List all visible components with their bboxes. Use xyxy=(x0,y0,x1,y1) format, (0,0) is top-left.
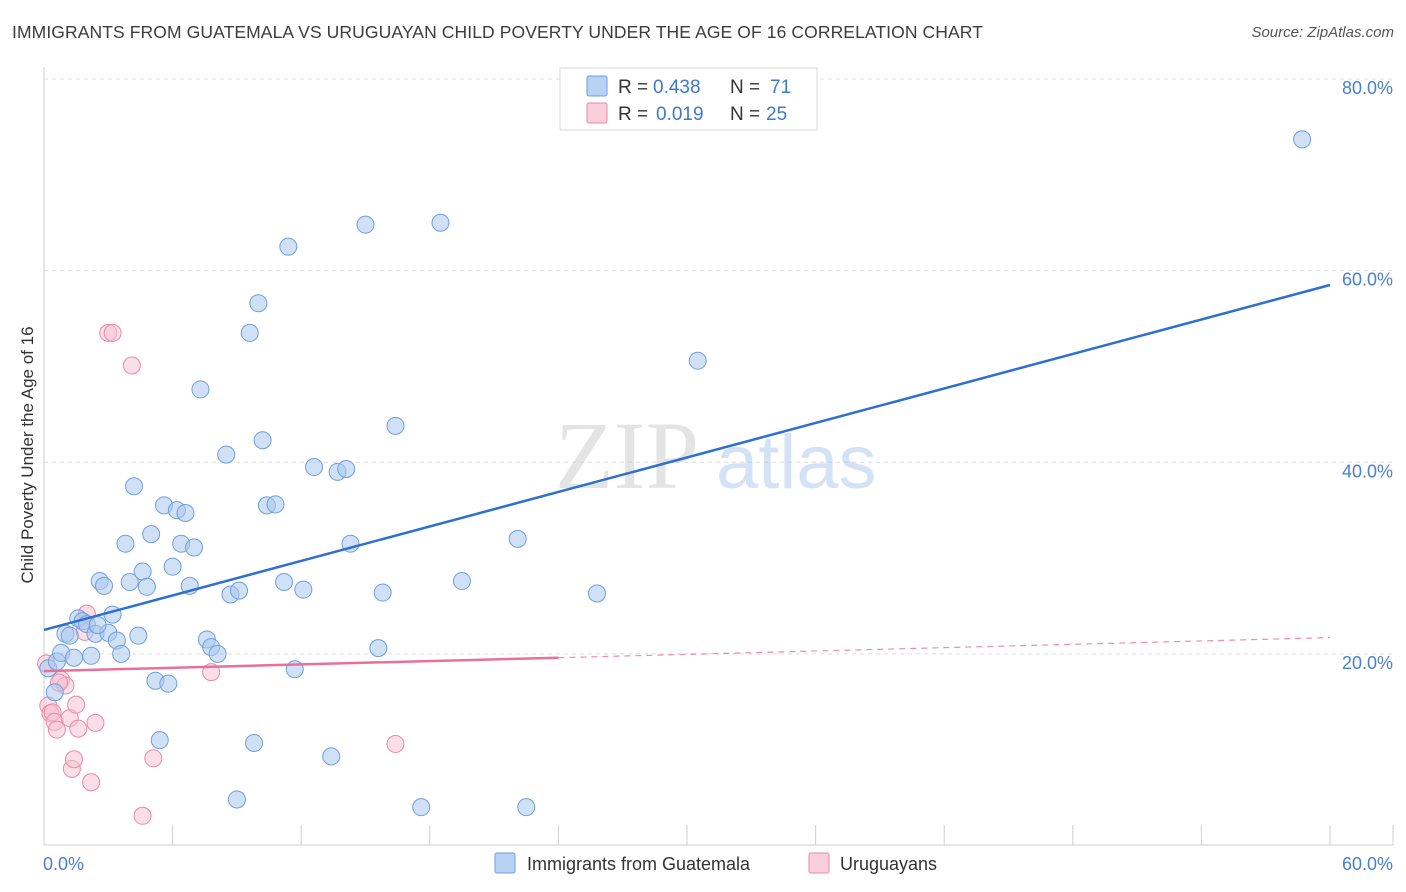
data-point xyxy=(230,581,249,600)
legend-swatch-uruguayans xyxy=(586,102,608,124)
data-point xyxy=(279,237,298,256)
y-tick-label: 40.0% xyxy=(1342,461,1393,481)
bottom-legend-swatch-guatemala xyxy=(494,852,516,874)
data-point xyxy=(142,525,161,544)
watermark-atlas: atlas xyxy=(716,420,877,505)
y-tick-label: 20.0% xyxy=(1342,653,1393,673)
legend-r-value-2: 0.019 xyxy=(656,104,704,125)
data-point xyxy=(65,750,84,769)
data-point xyxy=(356,215,375,234)
data-point xyxy=(337,459,356,478)
trend-line-uruguayans-extrapolated xyxy=(558,636,1331,659)
legend-r-label-1: R = xyxy=(618,77,648,98)
legend-r-value-1: 0.438 xyxy=(653,77,701,98)
series-guatemala-points xyxy=(39,130,1312,817)
data-point xyxy=(120,573,139,592)
data-point xyxy=(47,720,66,739)
data-point xyxy=(137,577,156,596)
data-point xyxy=(452,572,471,591)
chart-source: Source: ZipAtlas.com xyxy=(1251,24,1394,41)
data-point xyxy=(45,683,64,702)
data-point xyxy=(431,213,450,232)
y-tick-label: 80.0% xyxy=(1342,78,1393,98)
data-point xyxy=(65,648,84,667)
data-point xyxy=(208,644,227,663)
data-point xyxy=(517,798,536,817)
data-point xyxy=(266,495,285,514)
data-point xyxy=(125,477,144,496)
y-tick-labels: 80.0% 60.0% 40.0% 20.0% xyxy=(1342,78,1393,673)
data-point xyxy=(240,323,259,342)
trend-line-uruguayans xyxy=(43,656,559,673)
x-max-label: 60.0% xyxy=(1342,854,1393,874)
data-point xyxy=(294,580,313,599)
data-point xyxy=(82,646,101,665)
data-point xyxy=(159,674,178,693)
chart-title: IMMIGRANTS FROM GUATEMALA VS URUGUAYAN C… xyxy=(12,22,984,42)
data-point xyxy=(373,583,392,602)
data-point xyxy=(305,458,324,477)
data-point xyxy=(176,504,195,523)
legend-n-value-2: 25 xyxy=(766,104,787,125)
bottom-legend-swatch-uruguayans xyxy=(808,852,830,874)
bottom-legend-label-guatemala: Immigrants from Guatemala xyxy=(527,854,751,874)
data-point xyxy=(185,538,204,557)
data-point xyxy=(133,562,152,581)
data-point xyxy=(88,616,107,635)
data-point xyxy=(253,431,272,450)
x-min-label: 0.0% xyxy=(43,854,84,874)
legend-swatch-guatemala xyxy=(586,75,608,97)
data-point xyxy=(103,323,122,342)
data-point xyxy=(245,733,264,752)
data-point xyxy=(60,626,79,645)
data-point xyxy=(249,294,268,313)
data-point xyxy=(133,806,152,825)
data-point xyxy=(1293,130,1312,149)
data-point xyxy=(217,445,236,464)
data-point xyxy=(163,557,182,576)
data-point xyxy=(587,584,606,603)
data-point xyxy=(95,576,114,595)
legend-n-label-1: N = xyxy=(730,77,760,98)
data-point xyxy=(369,639,388,658)
bottom-legend-label-uruguayans: Uruguayans xyxy=(840,854,937,874)
data-point xyxy=(322,747,341,766)
trend-lines xyxy=(43,283,1331,673)
data-point xyxy=(688,351,707,370)
data-point xyxy=(67,695,86,714)
data-point xyxy=(386,734,405,753)
series-uruguayans-points xyxy=(37,323,405,825)
stats-legend: R = 0.438 N = 71 R = 0.019 N = 25 xyxy=(559,67,818,131)
legend-r-label-2: R = xyxy=(618,104,648,125)
data-point xyxy=(150,731,169,750)
x-ticks xyxy=(43,825,1394,845)
y-axis-label: Child Poverty Under the Age of 16 xyxy=(18,326,37,583)
data-point xyxy=(122,356,141,375)
watermark-zip: ZIP xyxy=(555,402,699,509)
trend-line-guatemala xyxy=(43,283,1331,632)
legend-n-value-1: 71 xyxy=(770,77,791,98)
data-point xyxy=(412,798,431,817)
data-point xyxy=(116,534,135,553)
grid-lines xyxy=(44,78,1393,655)
data-point xyxy=(191,380,210,399)
bottom-legend: Immigrants from Guatemala Uruguayans xyxy=(494,852,937,874)
y-tick-label: 60.0% xyxy=(1342,270,1393,290)
legend-n-label-2: N = xyxy=(730,104,760,125)
data-point xyxy=(69,719,88,738)
data-point xyxy=(508,529,527,548)
data-point xyxy=(86,713,105,732)
data-point xyxy=(227,790,246,809)
data-point xyxy=(82,773,101,792)
data-point xyxy=(112,644,131,663)
data-point xyxy=(144,749,163,768)
data-point xyxy=(129,626,148,645)
data-point xyxy=(386,416,405,435)
data-point xyxy=(275,573,294,592)
